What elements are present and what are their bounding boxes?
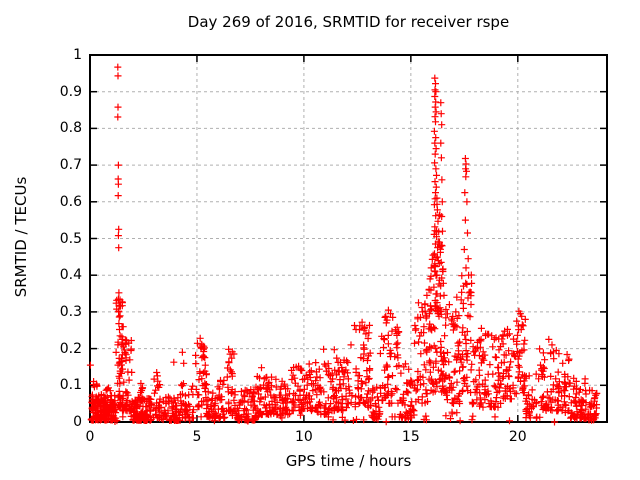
y-tick-label: 0.4 xyxy=(59,267,82,284)
chart-title: Day 269 of 2016, SRMTID for receiver rsp… xyxy=(187,13,510,31)
y-tick-label: 0.5 xyxy=(59,230,82,247)
x-tick-label: 10 xyxy=(294,429,313,445)
y-tick-label: 0.7 xyxy=(59,157,82,174)
y-tick-label: 0 xyxy=(73,414,82,430)
x-tick-label: 5 xyxy=(192,429,202,445)
x-axis-title: GPS time / hours xyxy=(285,452,412,470)
y-tick-label: 0.6 xyxy=(59,193,82,210)
y-tick-label: 0.2 xyxy=(59,340,82,357)
y-tick-label: 0.8 xyxy=(59,120,82,137)
y-tick-label: 0.3 xyxy=(59,303,82,320)
y-tick-label: 0.9 xyxy=(59,83,82,100)
x-tick-label: 15 xyxy=(401,429,420,445)
scatter-markers xyxy=(86,63,601,426)
y-tick-label: 0.1 xyxy=(59,377,82,394)
x-tick-label: 0 xyxy=(85,429,95,445)
x-tick-label: 20 xyxy=(508,429,527,445)
y-tick-label: 1 xyxy=(73,47,82,63)
